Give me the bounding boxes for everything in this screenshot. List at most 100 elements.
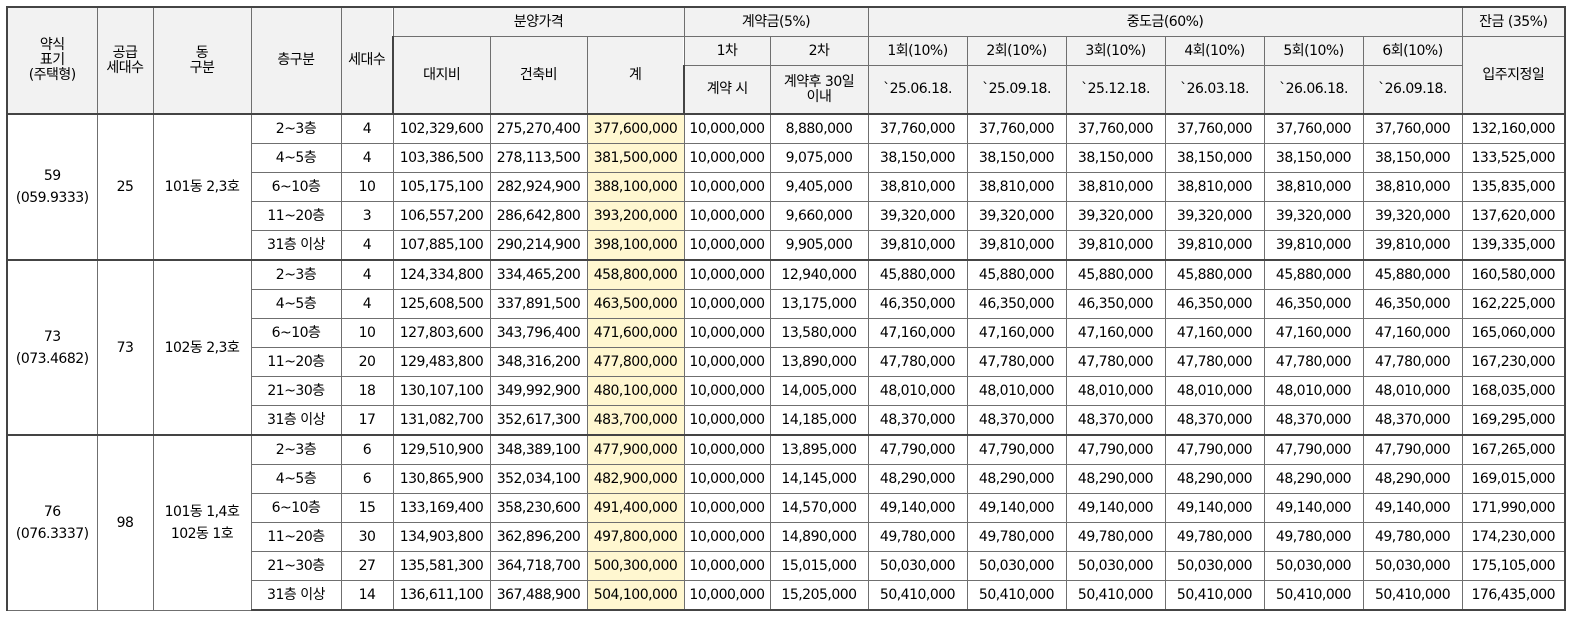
deposit-2-cell: 13,175,000 [769,289,869,319]
table-row: 73 (073.4682) 73 102동 2,3호 2~3층 4 124,334,800… [6,259,1567,436]
building-cell: 290,214,900 [489,230,588,261]
middle-payment-cell: 48,010,000 [867,376,968,406]
total-cell: 500,300,000 [586,551,685,581]
units-cell: 3 [340,201,394,231]
middle-payment-cell: 37,760,000 [867,113,968,144]
type-cell: 73 (073.4682) [6,259,98,436]
units-cell: 10 [340,172,394,202]
middle-payment-cell: 45,880,000 [1362,259,1463,290]
middle-payment-cell: 39,810,000 [1362,230,1463,261]
header-deposit-1: 1차 [683,36,771,66]
middle-payment-cell: 47,780,000 [1065,347,1166,377]
units-cell: 17 [340,405,394,436]
units-cell: 6 [340,464,394,494]
land-cell: 105,175,100 [392,172,491,202]
balance-cell: 133,525,000 [1461,143,1567,173]
building-cell: 352,617,300 [489,405,588,436]
floor-cell: 11~20층 [250,347,342,377]
header-land: 대지비 [392,36,491,115]
middle-payment-cell: 48,370,000 [1164,405,1265,436]
deposit-1-cell: 10,000,000 [683,405,771,436]
floor-cell: 2~3층 [250,113,342,144]
land-cell: 129,510,900 [392,434,491,465]
header-middle-5: 5회(10%) [1263,36,1364,66]
middle-payment-cell: 49,780,000 [1362,522,1463,552]
header-units: 세대수 [340,6,394,115]
middle-payment-cell: 45,880,000 [1263,259,1364,290]
middle-payment-cell: 39,810,000 [867,230,968,261]
balance-cell: 165,060,000 [1461,318,1567,348]
middle-payment-cell: 49,140,000 [867,493,968,523]
floor-cell: 11~20층 [250,201,342,231]
middle-payment-cell: 49,780,000 [867,522,968,552]
header-deposit-2: 2차 [769,36,869,66]
deposit-1-cell: 10,000,000 [683,230,771,261]
balance-cell: 132,160,000 [1461,113,1567,144]
middle-payment-cell: 45,880,000 [1065,259,1166,290]
deposit-2-cell: 13,580,000 [769,318,869,348]
supply-cell: 25 [96,113,154,261]
total-cell: 491,400,000 [586,493,685,523]
deposit-2-cell: 9,905,000 [769,230,869,261]
deposit-1-cell: 10,000,000 [683,376,771,406]
middle-payment-cell: 50,030,000 [1362,551,1463,581]
middle-payment-cell: 39,810,000 [966,230,1067,261]
deposit-1-cell: 10,000,000 [683,551,771,581]
building-cell: 362,896,200 [489,522,588,552]
deposit-2-cell: 9,075,000 [769,143,869,173]
header-middle: 중도금(60%) [867,6,1463,37]
deposit-2-cell: 9,405,000 [769,172,869,202]
middle-payment-cell: 39,320,000 [1263,201,1364,231]
balance-cell: 139,335,000 [1461,230,1567,261]
balance-cell: 175,105,000 [1461,551,1567,581]
middle-payment-cell: 50,030,000 [1065,551,1166,581]
supply-cell: 73 [96,259,154,436]
middle-payment-cell: 38,810,000 [1164,172,1265,202]
floor-cell: 21~30층 [250,551,342,581]
middle-payment-cell: 38,150,000 [1362,143,1463,173]
middle-payment-cell: 48,370,000 [966,405,1067,436]
units-cell: 15 [340,493,394,523]
table-body: 59 (059.9333) 25 101동 2,3호 2~3층 4 102,329,600… [6,113,1567,611]
deposit-1-cell: 10,000,000 [683,464,771,494]
middle-payment-cell: 46,350,000 [1164,289,1265,319]
units-cell: 14 [340,580,394,611]
header-middle-5-date: `26.06.18. [1263,65,1364,115]
middle-payment-cell: 39,320,000 [1164,201,1265,231]
table-row: 6~10층 10 105,175,100 282,924,900 388,100,000… [7,172,1567,202]
table-row: 21~30층 27 135,581,300 364,718,700 500,300,00… [7,551,1567,581]
middle-payment-cell: 38,150,000 [867,143,968,173]
table-row: 6~10층 15 133,169,400 358,230,600 491,400,000… [7,493,1567,523]
deposit-1-cell: 10,000,000 [683,172,771,202]
middle-payment-cell: 47,790,000 [867,434,968,465]
header-middle-1: 1회(10%) [867,36,968,66]
total-cell: 477,800,000 [586,347,685,377]
middle-payment-cell: 48,290,000 [1263,464,1364,494]
middle-payment-cell: 47,790,000 [966,434,1067,465]
header-middle-2-date: `25.09.18. [966,65,1067,115]
floor-cell: 4~5층 [250,464,342,494]
land-cell: 131,082,700 [392,405,491,436]
middle-payment-cell: 49,140,000 [1362,493,1463,523]
floor-cell: 11~20층 [250,522,342,552]
total-cell: 471,600,000 [586,318,685,348]
header-middle-2: 2회(10%) [966,36,1067,66]
land-cell: 124,334,800 [392,259,491,290]
land-cell: 103,386,500 [392,143,491,173]
balance-cell: 168,035,000 [1461,376,1567,406]
land-cell: 136,611,100 [392,580,491,611]
middle-payment-cell: 47,790,000 [1263,434,1364,465]
balance-cell: 171,990,000 [1461,493,1567,523]
middle-payment-cell: 48,010,000 [1362,376,1463,406]
floor-cell: 6~10층 [250,172,342,202]
balance-cell: 160,580,000 [1461,259,1567,290]
table-header: 약식 표기 (주택형) 공급 세대수 동 구분 층구분 세대수 분양가격 계약금… [6,6,1567,115]
land-cell: 130,865,900 [392,464,491,494]
total-cell: 388,100,000 [586,172,685,202]
middle-payment-cell: 49,140,000 [1263,493,1364,523]
header-row-2: 대지비 건축비 계 1차 2차 1회(10%) 2회(10%) 3회(10%) … [7,36,1567,115]
middle-payment-cell: 50,410,000 [1362,580,1463,611]
middle-payment-cell: 38,810,000 [1263,172,1364,202]
middle-payment-cell: 37,760,000 [1164,113,1265,144]
middle-payment-cell: 46,350,000 [1263,289,1364,319]
